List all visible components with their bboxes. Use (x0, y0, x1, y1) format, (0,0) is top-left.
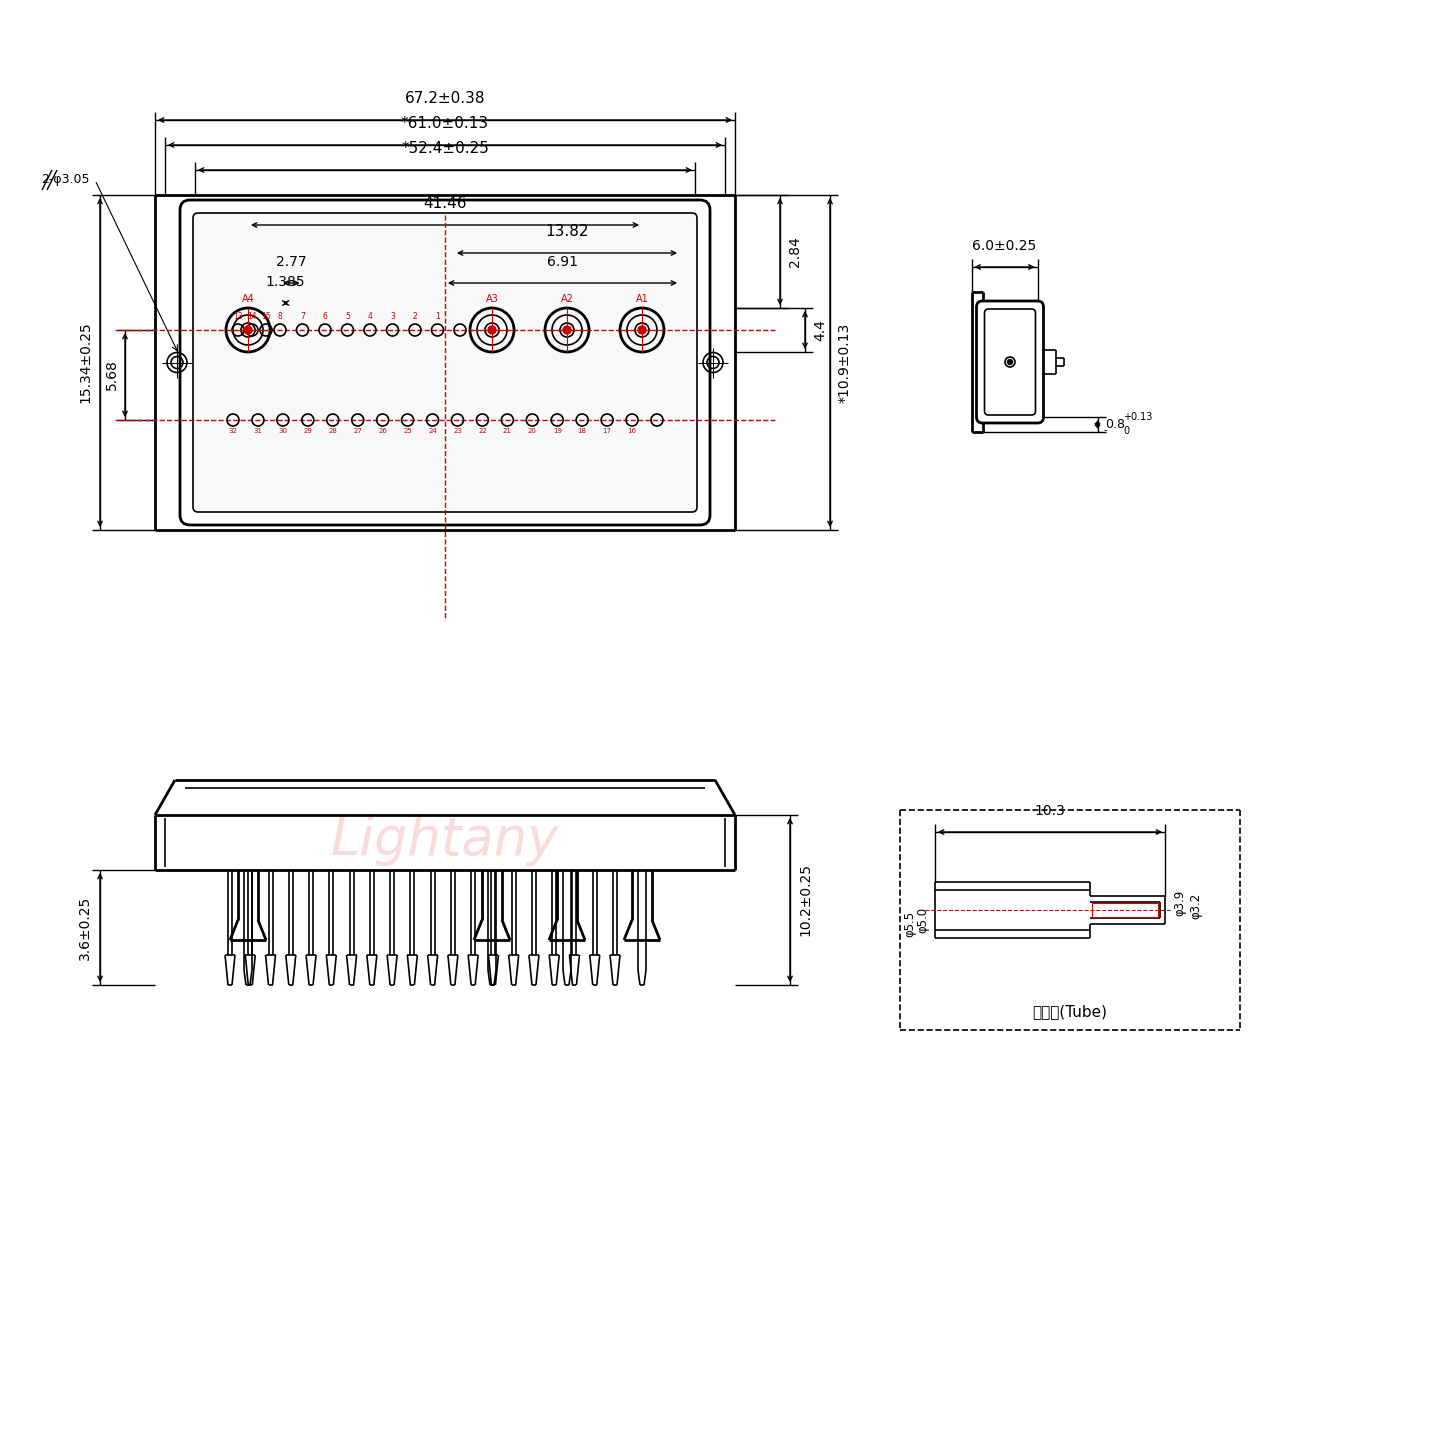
Text: 1.385: 1.385 (266, 275, 305, 289)
Text: 22: 22 (478, 428, 487, 433)
Text: *10.9±0.13: *10.9±0.13 (838, 323, 852, 403)
FancyBboxPatch shape (985, 310, 1035, 415)
Text: 14: 14 (248, 312, 256, 321)
Text: 23: 23 (454, 428, 462, 433)
Text: 18: 18 (577, 428, 586, 433)
Text: 6: 6 (323, 312, 327, 321)
Text: 6.0±0.25: 6.0±0.25 (972, 239, 1037, 253)
Text: 8: 8 (278, 312, 282, 321)
Text: 2: 2 (413, 312, 418, 321)
Text: A2: A2 (560, 294, 573, 304)
Text: *52.4±0.25: *52.4±0.25 (402, 141, 490, 156)
Text: 7: 7 (300, 312, 305, 321)
Text: 2.77: 2.77 (276, 255, 307, 269)
FancyBboxPatch shape (180, 200, 710, 526)
Text: 10.3: 10.3 (1034, 804, 1066, 818)
Text: 21: 21 (503, 428, 511, 433)
Text: φ3.9: φ3.9 (1174, 890, 1187, 916)
Text: 屏蔽管(Tube): 屏蔽管(Tube) (1032, 1005, 1107, 1020)
Text: 41.46: 41.46 (423, 196, 467, 212)
Circle shape (488, 325, 495, 334)
FancyBboxPatch shape (193, 213, 697, 513)
Text: 4.4: 4.4 (814, 320, 827, 341)
Text: -: - (1103, 425, 1107, 435)
Text: 67.2±0.38: 67.2±0.38 (405, 91, 485, 107)
Text: 3: 3 (390, 312, 395, 321)
Text: 32: 32 (229, 428, 238, 433)
Text: 1: 1 (435, 312, 439, 321)
Text: φ5.0: φ5.0 (916, 907, 929, 933)
Text: A1: A1 (635, 294, 648, 304)
Circle shape (243, 325, 252, 334)
FancyBboxPatch shape (976, 301, 1044, 423)
Circle shape (1008, 360, 1012, 364)
Text: 10.2±0.25: 10.2±0.25 (798, 864, 812, 936)
Text: Lightany: Lightany (331, 814, 559, 865)
Text: 13.82: 13.82 (546, 225, 589, 239)
Text: 25: 25 (403, 428, 412, 433)
Text: 31: 31 (253, 428, 262, 433)
Text: φ3.2: φ3.2 (1189, 893, 1202, 919)
Text: 17: 17 (602, 428, 612, 433)
Circle shape (638, 325, 647, 334)
Text: 16: 16 (628, 428, 636, 433)
Text: 3.6±0.25: 3.6±0.25 (78, 896, 92, 959)
Text: 5.68: 5.68 (105, 360, 120, 390)
Text: 4: 4 (367, 312, 373, 321)
Text: 28: 28 (328, 428, 337, 433)
Text: 19: 19 (553, 428, 562, 433)
Text: 13: 13 (233, 312, 243, 321)
Text: 0: 0 (1123, 425, 1129, 435)
Text: 29: 29 (304, 428, 312, 433)
Text: 2.84: 2.84 (788, 236, 802, 266)
Circle shape (563, 325, 572, 334)
Text: 24: 24 (428, 428, 436, 433)
Text: 20: 20 (528, 428, 537, 433)
Text: 15.34±0.25: 15.34±0.25 (78, 321, 92, 403)
Text: A3: A3 (485, 294, 498, 304)
Text: *61.0±0.13: *61.0±0.13 (400, 117, 490, 131)
Text: φ5.5: φ5.5 (903, 912, 916, 937)
Text: +0.13: +0.13 (1123, 412, 1153, 422)
Text: 15: 15 (261, 312, 271, 321)
Text: 5: 5 (346, 312, 350, 321)
Text: 2-φ3.05: 2-φ3.05 (40, 173, 89, 187)
Text: A4: A4 (242, 294, 255, 304)
Text: 6.91: 6.91 (547, 255, 577, 269)
Text: 30: 30 (278, 428, 288, 433)
Text: 0.8: 0.8 (1106, 418, 1126, 431)
Text: 26: 26 (379, 428, 387, 433)
Text: 27: 27 (353, 428, 361, 433)
